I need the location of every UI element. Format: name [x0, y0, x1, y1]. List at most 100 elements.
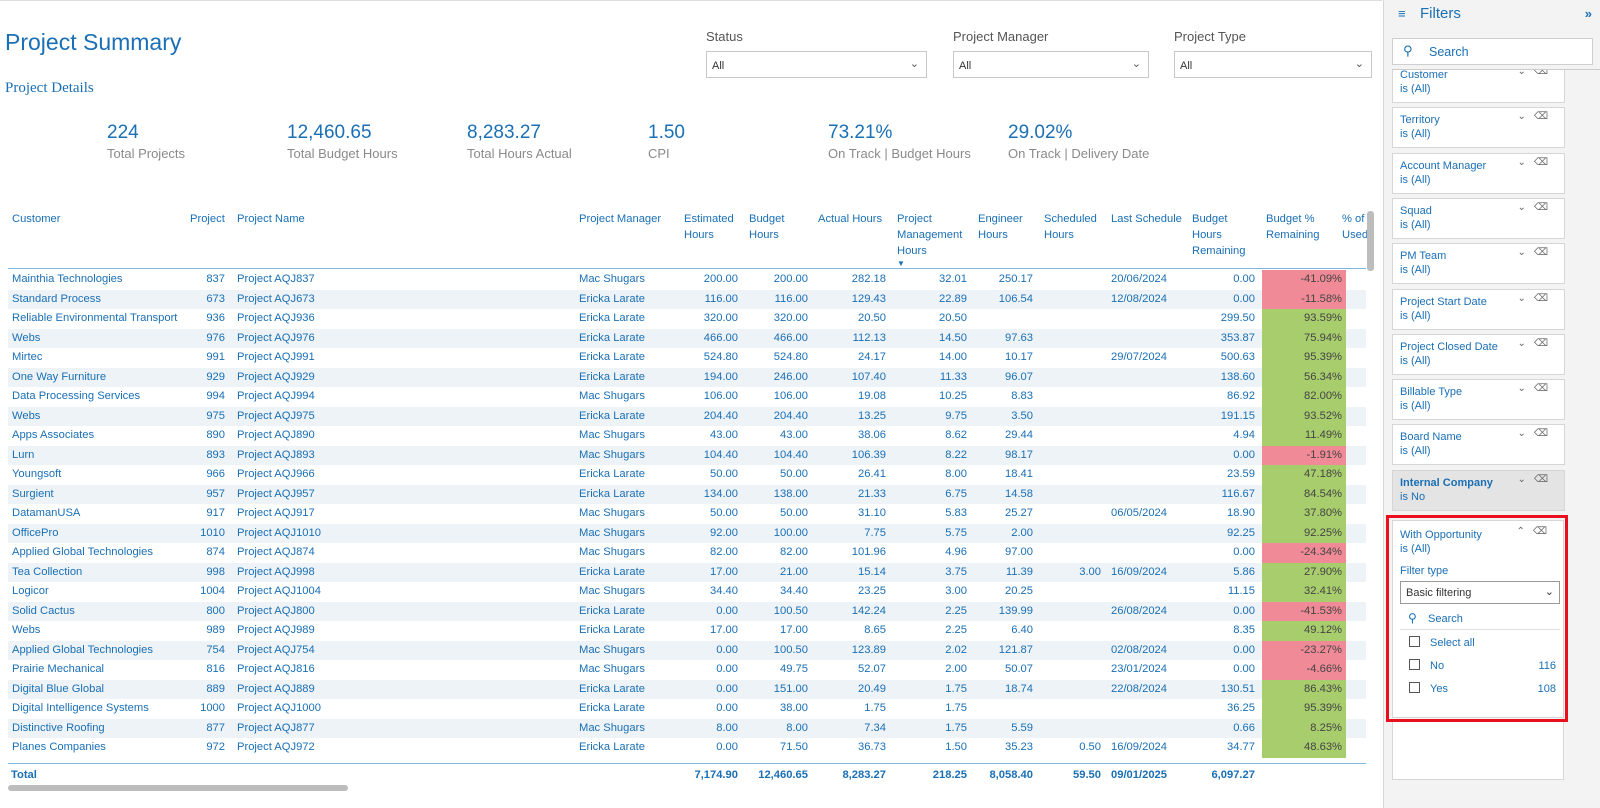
- budget-remaining-pct-cell: 86.43%: [1262, 679, 1346, 699]
- column-header[interactable]: Actual Hours: [818, 211, 882, 227]
- filters-search-input[interactable]: ⚲ Search: [1392, 38, 1593, 65]
- column-header[interactable]: Scheduled Hours: [1044, 211, 1097, 243]
- table-row[interactable]: Logicor 1004 Project AQJ1004 Mac Shugars 34.…: [8, 582, 1366, 602]
- column-header[interactable]: Engineer Hours: [978, 211, 1023, 243]
- table-row[interactable]: Digital Blue Global 889 Project AQJ889 Eric…: [8, 679, 1366, 699]
- table-row[interactable]: Apps Associates 890 Project AQJ890 Mac Shug…: [8, 426, 1366, 446]
- table-row[interactable]: Mainthia Technologies 837 Project AQJ837 Ma…: [8, 270, 1366, 290]
- column-header[interactable]: Project Management Hours: [897, 211, 962, 259]
- column-header[interactable]: Project: [190, 211, 225, 227]
- table-body: Mainthia Technologies 837 Project AQJ837 Ma…: [8, 270, 1366, 758]
- table-cell: 26/08/2024: [1111, 604, 1167, 617]
- chevron-down-icon[interactable]: ⌄⌫: [1517, 428, 1556, 440]
- table-cell: Project AQJ929: [237, 370, 315, 383]
- table-row[interactable]: Standard Process 673 Project AQJ673 Ericka …: [8, 289, 1366, 309]
- table-row[interactable]: Surgient 957 Project AQJ957 Ericka Larate 13…: [8, 484, 1366, 504]
- filter-card[interactable]: Territory is (All) ⌄⌫: [1392, 107, 1565, 149]
- table-cell: 38.06: [858, 429, 886, 441]
- filter-card-with-opportunity[interactable]: With Opportunity is (All) ⌃⌫ Filter type…: [1392, 520, 1564, 718]
- table-vertical-scrollbar[interactable]: [1367, 211, 1374, 271]
- checkbox[interactable]: [1409, 682, 1420, 693]
- column-header[interactable]: Customer: [12, 211, 61, 227]
- table-row[interactable]: Distinctive Roofing 877 Project AQJ877 Mac …: [8, 718, 1366, 738]
- chevron-down-icon[interactable]: ⌄⌫: [1517, 292, 1556, 304]
- filter-card[interactable]: Board Name is (All) ⌄⌫: [1392, 424, 1565, 466]
- table-row[interactable]: Data Processing Services 994 Project AQJ99…: [8, 387, 1366, 407]
- table-cell: 18.41: [1005, 468, 1033, 480]
- filter-values-search[interactable]: ⚲ Search: [1400, 610, 1560, 630]
- table-row[interactable]: Youngsoft 966 Project AQJ966 Ericka Larate 5…: [8, 465, 1366, 485]
- table-row[interactable]: Solid Cactus 800 Project AQJ800 Ericka Lara…: [8, 601, 1366, 621]
- filter-option-yes[interactable]: Yes 108: [1400, 678, 1560, 699]
- table-cell: 3.00: [945, 585, 967, 597]
- column-header[interactable]: Budget Hours: [749, 211, 784, 243]
- table-row[interactable]: Planes Companies 972 Project AQJ972 Ericka …: [8, 738, 1366, 758]
- table-cell: 2.02: [945, 643, 967, 656]
- table-row[interactable]: One Way Furniture 929 Project AQJ929 Ericka…: [8, 367, 1366, 387]
- column-header[interactable]: % of Used: [1342, 211, 1368, 243]
- table-row[interactable]: DatamanUSA 917 Project AQJ917 Mac Shugars 50…: [8, 504, 1366, 524]
- chevron-down-icon[interactable]: ⌄⌫: [1517, 156, 1556, 168]
- filter-option-no[interactable]: No 116: [1400, 655, 1560, 676]
- kpi-caption: Total Projects: [107, 146, 186, 161]
- table-cell: Mac Shugars: [579, 526, 645, 539]
- table-row[interactable]: OfficePro 1010 Project AQJ1010 Mac Shugars 9…: [8, 523, 1366, 543]
- table-cell: 893: [206, 448, 225, 461]
- table-cell: 96.07: [1005, 370, 1033, 383]
- chevron-down-icon[interactable]: ⌄⌫: [1517, 201, 1556, 213]
- column-header[interactable]: Project Manager: [579, 211, 661, 227]
- table-row[interactable]: Webs 976 Project AQJ976 Ericka Larate 466.00…: [8, 328, 1366, 348]
- chevron-down-icon[interactable]: ⌄⌫: [1517, 337, 1556, 349]
- filter-card[interactable]: Squad is (All) ⌄⌫: [1392, 197, 1565, 239]
- table-cell: Prairie Mechanical: [12, 663, 105, 675]
- table-row[interactable]: Webs 975 Project AQJ975 Ericka Larate 204.40…: [8, 406, 1366, 426]
- chevron-down-icon[interactable]: ⌄⌫: [1517, 383, 1556, 395]
- chevron-down-icon[interactable]: ⌄⌫: [1517, 473, 1556, 485]
- filter-card[interactable]: Project Closed Date is (All) ⌄⌫: [1392, 333, 1565, 375]
- table-cell: Ericka Larate: [579, 370, 645, 383]
- table-row[interactable]: Applied Global Technologies 754 Project AQ…: [8, 640, 1366, 660]
- chevron-down-icon[interactable]: ⌄⌫: [1517, 111, 1556, 123]
- filter-card[interactable]: Customer is (All) ⌄⌫: [1392, 69, 1565, 103]
- filter-card[interactable]: Internal Company is No ⌄⌫: [1392, 469, 1565, 511]
- filter-option-select-all[interactable]: Select all: [1400, 632, 1560, 653]
- table-cell: Digital Blue Global: [12, 682, 105, 695]
- project-type-dropdown[interactable]: All ⌄: [1174, 51, 1372, 78]
- filter-card[interactable]: Project Start Date is (All) ⌄⌫: [1392, 288, 1565, 330]
- column-header-line: Budget: [749, 213, 785, 225]
- collapse-pane-icon[interactable]: »: [1584, 6, 1592, 21]
- table-row[interactable]: Lurn 893 Project AQJ893 Mac Shugars 104.40 10…: [8, 445, 1366, 465]
- table-cell: 200.00: [703, 273, 738, 285]
- kpi-caption: On Track | Budget Hours: [828, 146, 971, 161]
- table-row[interactable]: Prairie Mechanical 816 Project AQJ816 Mac S…: [8, 660, 1366, 680]
- filter-card-title[interactable]: With Opportunity: [1400, 529, 1482, 541]
- table-row[interactable]: Mirtec 991 Project AQJ991 Ericka Larate 524.…: [8, 348, 1366, 368]
- table-horizontal-scrollbar[interactable]: [8, 785, 348, 791]
- filter-card[interactable]: PM Team is (All) ⌄⌫: [1392, 243, 1565, 285]
- chevron-up-icon[interactable]: ⌃⌫: [1516, 526, 1555, 537]
- table-cell: 116.67: [1221, 487, 1255, 500]
- table-row[interactable]: Reliable Environmental Transport 936 Proje…: [8, 309, 1366, 329]
- column-header[interactable]: Budget % Remaining: [1266, 211, 1319, 243]
- table-cell: 972: [206, 741, 225, 753]
- table-row[interactable]: Applied Global Technologies 874 Project AQ…: [8, 543, 1366, 563]
- project-manager-dropdown[interactable]: All ⌄: [953, 51, 1149, 78]
- chevron-down-icon[interactable]: ⌄⌫: [1517, 247, 1556, 259]
- table-row[interactable]: Webs 989 Project AQJ989 Ericka Larate 17.00 1…: [8, 621, 1366, 641]
- table-row[interactable]: Tea Collection 998 Project AQJ998 Ericka La…: [8, 562, 1366, 582]
- column-header[interactable]: Last Schedule: [1111, 211, 1182, 227]
- table-total-row: Total 7,174.90 12,460.65 8,283.27 218.25…: [8, 765, 1366, 785]
- checkbox[interactable]: [1409, 659, 1420, 670]
- filter-card[interactable]: Billable Type is (All) ⌄⌫: [1392, 379, 1565, 421]
- column-header[interactable]: Estimated Hours: [684, 211, 734, 243]
- table-row[interactable]: Digital Intelligence Systems 1000 Project …: [8, 699, 1366, 719]
- column-header[interactable]: Budget Hours Remaining: [1192, 211, 1245, 259]
- checkbox[interactable]: [1409, 636, 1420, 647]
- column-header[interactable]: Project Name: [237, 211, 305, 227]
- chevron-down-icon[interactable]: ⌄⌫: [1517, 69, 1556, 77]
- budget-remaining-pct-cell: 49.12%: [1262, 621, 1346, 641]
- filter-card[interactable]: Account Manager is (All) ⌄⌫: [1392, 152, 1565, 194]
- filter-type-dropdown[interactable]: Basic filtering ⌄: [1400, 581, 1560, 604]
- column-header-line: Project Name: [237, 213, 305, 225]
- status-dropdown[interactable]: All ⌄: [706, 51, 927, 78]
